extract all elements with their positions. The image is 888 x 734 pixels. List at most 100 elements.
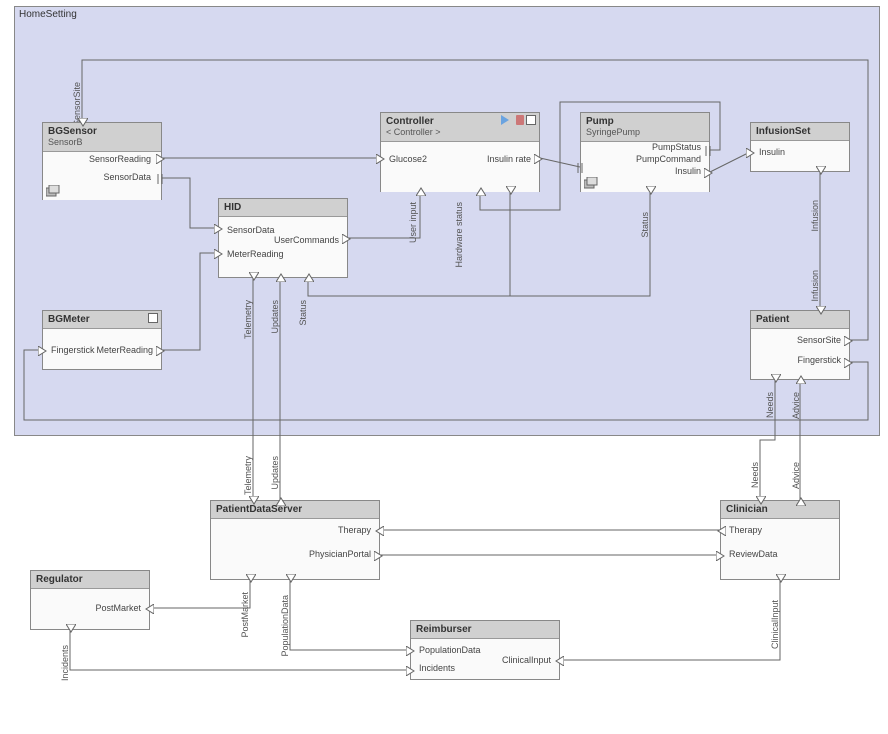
block-hid-header: HID	[219, 199, 347, 217]
block-reimburser-title: Reimburser	[416, 624, 472, 635]
port-reimpop-in	[406, 646, 416, 656]
block-infusionset-header: InfusionSet	[751, 123, 849, 141]
port-bgmeterread-out	[156, 346, 166, 356]
port-reviewdata-label: ReviewData	[729, 549, 778, 559]
port-fingerstick-label: Fingerstick	[51, 345, 95, 355]
port-pumpinsulin-out	[704, 168, 714, 178]
port-pumpcommand-in	[576, 163, 586, 173]
maximize-icon	[526, 115, 536, 125]
port-sensorsite-in	[78, 118, 88, 128]
port-clinicalinput-out	[776, 574, 786, 584]
port-insulinrate-label: Insulin rate	[487, 154, 531, 164]
port-userinput-in	[416, 186, 426, 196]
port-pdstelemetry-in	[249, 496, 259, 506]
conn-label-postmarket: PostMarket	[240, 592, 250, 638]
block-patientdataserver[interactable]: PatientDataServer Therapy PhysicianPorta…	[210, 500, 380, 580]
port-reiminc-in	[406, 666, 416, 676]
block-pump-subtitle: SyringePump	[586, 127, 640, 137]
port-hwstatus-in	[476, 186, 486, 196]
port-bgmeterread-label: MeterReading	[96, 345, 153, 355]
block-bgmeter-header: BGMeter	[43, 311, 161, 329]
block-controller-subtitle: < Controller >	[386, 127, 441, 137]
port-sensorreading-label: SensorReading	[89, 154, 151, 164]
port-patinfusion-in	[816, 306, 826, 316]
port-regpostmarket-in	[144, 604, 154, 614]
conn-label-infusion-1: Infusion	[810, 200, 820, 232]
port-usercommands-label: UserCommands	[274, 235, 339, 245]
block-pds-header: PatientDataServer	[211, 501, 379, 519]
block-pump-header: Pump SyringePump	[581, 113, 709, 142]
port-therapy-label: Therapy	[338, 525, 371, 535]
port-pdsupdates-out	[276, 496, 286, 506]
port-pumpcommand-label: PumpCommand	[636, 154, 701, 164]
block-regulator-header: Regulator	[31, 571, 149, 589]
port-patneeds-out	[771, 374, 781, 384]
conn-label-telemetry-1: Telemetry	[243, 300, 253, 339]
conn-label-needs-2: Needs	[750, 462, 760, 488]
port-clintherapy-out	[716, 526, 726, 536]
port-ctlstatus-out	[506, 186, 516, 196]
port-fingerstick-in	[38, 346, 48, 356]
lock-icon	[516, 115, 524, 125]
conn-label-popdata: PopulationData	[280, 595, 290, 657]
port-reimclin-in	[554, 656, 564, 666]
port-regpostmarket-label: PostMarket	[95, 603, 141, 613]
block-infusionset-title: InfusionSet	[756, 126, 810, 137]
block-controller[interactable]: Controller < Controller > Glucose2 Insul…	[380, 112, 540, 192]
port-patsensorsite-label: SensorSite	[797, 335, 841, 345]
maximize-icon	[148, 313, 158, 323]
block-controller-header: Controller < Controller >	[381, 113, 539, 142]
port-physportal-out	[374, 551, 384, 561]
port-infusion-out	[816, 166, 826, 176]
port-clintherapy-label: Therapy	[729, 525, 762, 535]
block-infusionset[interactable]: InfusionSet Insulin	[750, 122, 850, 172]
block-pump[interactable]: Pump SyringePump PumpStatus PumpCommand …	[580, 112, 710, 192]
port-popdata-out	[286, 574, 296, 584]
port-sensordata-out	[156, 174, 166, 184]
port-hidmeter-in	[214, 249, 224, 259]
conn-label-advice-1: Advice	[791, 392, 801, 419]
block-bgmeter[interactable]: BGMeter Fingerstick MeterReading	[42, 310, 162, 370]
block-patient-header: Patient	[751, 311, 849, 329]
port-updates-in	[276, 272, 286, 282]
port-patadvice-in	[796, 374, 806, 384]
block-clinician-header: Clinician	[721, 501, 839, 519]
home-setting-label: HomeSetting	[19, 9, 77, 20]
port-reviewdata-in	[716, 551, 726, 561]
port-patfingerstick-out	[844, 358, 854, 368]
port-reimclin-label: ClinicalInput	[502, 655, 551, 665]
conn-label-status-pump: Status	[640, 212, 650, 238]
stack-icon	[46, 185, 60, 197]
block-bgsensor-subtitle: SensorB	[48, 137, 83, 147]
block-regulator-title: Regulator	[36, 574, 83, 585]
port-telemetry-out	[249, 272, 259, 282]
port-reimpop-label: PopulationData	[419, 645, 481, 655]
port-clinneeds-in	[756, 496, 766, 506]
block-patient[interactable]: Patient SensorSite Fingerstick	[750, 310, 850, 380]
block-pump-title: Pump	[586, 116, 614, 127]
port-hidstatus-in	[304, 272, 314, 282]
port-glucose2-label: Glucose2	[389, 154, 427, 164]
port-sensorreading-out	[156, 154, 166, 164]
block-hid[interactable]: HID SensorData UserCommands MeterReading	[218, 198, 348, 278]
port-regincidents-out	[66, 624, 76, 634]
block-reimburser[interactable]: Reimburser PopulationData Incidents Clin…	[410, 620, 560, 680]
block-reimburser-header: Reimburser	[411, 621, 559, 639]
conn-label-updates-2: Updates	[270, 456, 280, 490]
block-clinician[interactable]: Clinician Therapy ReviewData	[720, 500, 840, 580]
port-clinadvice-out	[796, 496, 806, 506]
conn-label-infusion-2: Infusion	[810, 270, 820, 302]
block-regulator[interactable]: Regulator PostMarket	[30, 570, 150, 630]
conn-label-clinicalinput: ClinicalInput	[770, 600, 780, 649]
port-pdstherapy-in	[374, 526, 384, 536]
conn-label-updates-1: Updates	[270, 300, 280, 334]
port-meterreading-label: MeterReading	[227, 249, 284, 259]
port-infinsulin-in	[746, 148, 756, 158]
port-sensordata-label: SensorData	[103, 172, 151, 182]
block-bgmeter-title: BGMeter	[48, 314, 90, 325]
conn-label-userinput: User input	[408, 202, 418, 243]
port-pumpstatus-out	[704, 146, 714, 156]
block-bgsensor-title: BGSensor	[48, 126, 97, 137]
block-bgsensor[interactable]: BGSensor SensorB SensorReading SensorDat…	[42, 122, 162, 200]
port-patfingerstick-label: Fingerstick	[797, 355, 841, 365]
